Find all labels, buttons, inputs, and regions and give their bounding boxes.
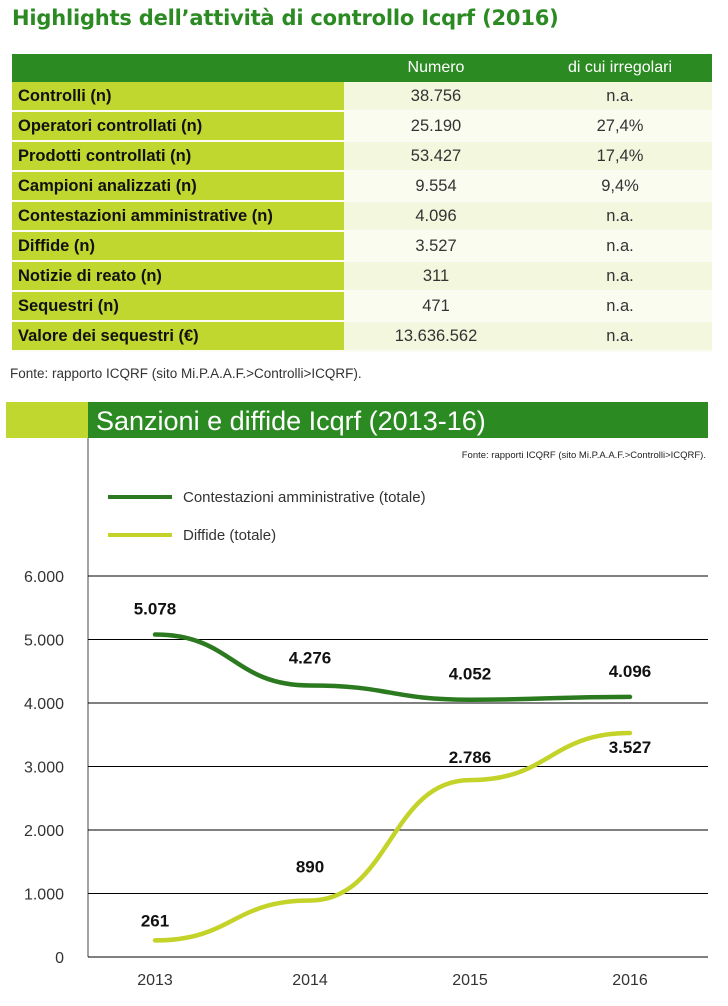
row-label: Operatori controllati (n)	[12, 111, 344, 142]
row-numero: 13.636.562	[344, 321, 528, 352]
y-tick-label: 0	[55, 950, 64, 967]
table-row: Controlli (n) 38.756 n.a.	[12, 82, 712, 112]
table-row: Contestazioni amministrative (n) 4.096 n…	[12, 201, 712, 232]
x-tick-layer: 2013 2014 2015 2016	[137, 972, 648, 989]
row-irregolari: n.a.	[528, 321, 712, 352]
y-tick-label: 1.000	[24, 887, 64, 904]
row-irregolari: n.a.	[528, 201, 712, 232]
row-label: Contestazioni amministrative (n)	[12, 201, 344, 232]
row-numero: 53.427	[344, 141, 528, 172]
row-label: Prodotti controllati (n)	[12, 141, 344, 172]
series-line-diffide	[152, 730, 633, 943]
data-label: 890	[296, 857, 324, 876]
row-numero: 38.756	[344, 82, 528, 112]
table-row: Sequestri (n) 471 n.a.	[12, 291, 712, 322]
data-label: 261	[141, 911, 169, 930]
row-numero: 9.554	[344, 171, 528, 202]
y-tick-label: 2.000	[24, 823, 64, 840]
table-header-row: Numero di cui irregolari	[12, 54, 712, 82]
legend-label-diffide: Diffide (totale)	[183, 527, 276, 544]
data-label: 4.052	[449, 665, 492, 684]
series-layer	[152, 632, 633, 943]
data-label-layer: 5.078 4.276 4.052 4.096 261 890 2.786 3.527	[134, 600, 652, 931]
row-label: Sequestri (n)	[12, 291, 344, 322]
chart-source-note: Fonte: rapporti ICQRF (sito Mi.P.A.A.F.>…	[462, 450, 706, 461]
y-tick-layer: 0 1.000 2.000 3.000 4.000 5.000 6.000	[24, 569, 64, 967]
row-numero: 3.527	[344, 231, 528, 262]
x-tick-label: 2013	[137, 972, 173, 989]
data-label: 4.276	[289, 648, 332, 667]
table-source-note: Fonte: rapporto ICQRF (sito Mi.P.A.A.F.>…	[10, 366, 362, 381]
series-line-contestazioni	[152, 632, 633, 702]
row-irregolari: n.a.	[528, 261, 712, 292]
x-tick-label: 2014	[292, 972, 328, 989]
data-label: 2.786	[449, 748, 492, 767]
data-label: 4.096	[609, 662, 652, 681]
row-numero: 311	[344, 261, 528, 292]
row-label: Notizie di reato (n)	[12, 261, 344, 292]
row-label: Controlli (n)	[12, 82, 344, 112]
title-accent-band	[6, 402, 88, 438]
row-label: Valore dei sequestri (€)	[12, 321, 344, 352]
y-tick-label: 6.000	[24, 569, 64, 586]
table-row: Operatori controllati (n) 25.190 27,4%	[12, 111, 712, 142]
table-row: Diffide (n) 3.527 n.a.	[12, 231, 712, 262]
table-row: Campioni analizzati (n) 9.554 9,4%	[12, 171, 712, 202]
row-irregolari: 9,4%	[528, 171, 712, 202]
row-label: Campioni analizzati (n)	[12, 171, 344, 202]
row-numero: 25.190	[344, 111, 528, 142]
chart: Sanzioni e diffide Icqrf (2013-16) Fonte…	[6, 402, 708, 989]
row-numero: 4.096	[344, 201, 528, 232]
y-tick-label: 4.000	[24, 696, 64, 713]
x-tick-label: 2015	[452, 972, 488, 989]
data-label: 5.078	[134, 600, 177, 619]
column-header-label	[12, 54, 344, 82]
chart-title: Sanzioni e diffide Icqrf (2013-16)	[96, 406, 486, 436]
row-irregolari: n.a.	[528, 231, 712, 262]
row-irregolari: 17,4%	[528, 141, 712, 172]
row-irregolari: 27,4%	[528, 111, 712, 142]
row-numero: 471	[344, 291, 528, 322]
table-title: Highlights dell’attività di controllo Ic…	[12, 6, 559, 30]
legend-label-contestazioni: Contestazioni amministrative (totale)	[183, 489, 426, 506]
column-header-irregolari: di cui irregolari	[528, 54, 712, 82]
y-tick-label: 3.000	[24, 760, 64, 777]
table-row: Prodotti controllati (n) 53.427 17,4%	[12, 141, 712, 172]
chart-title-background	[88, 402, 708, 438]
table-row: Notizie di reato (n) 311 n.a.	[12, 261, 712, 292]
y-tick-label: 5.000	[24, 633, 64, 650]
x-tick-label: 2016	[612, 972, 648, 989]
row-label: Diffide (n)	[12, 231, 344, 262]
row-irregolari: n.a.	[528, 291, 712, 322]
row-irregolari: n.a.	[528, 82, 712, 112]
grid-layer	[88, 575, 708, 958]
highlights-table: Numero di cui irregolari Controlli (n) 3…	[12, 54, 712, 352]
column-header-numero: Numero	[344, 54, 528, 82]
data-label: 3.527	[609, 738, 652, 757]
table-row: Valore dei sequestri (€) 13.636.562 n.a.	[12, 321, 712, 352]
